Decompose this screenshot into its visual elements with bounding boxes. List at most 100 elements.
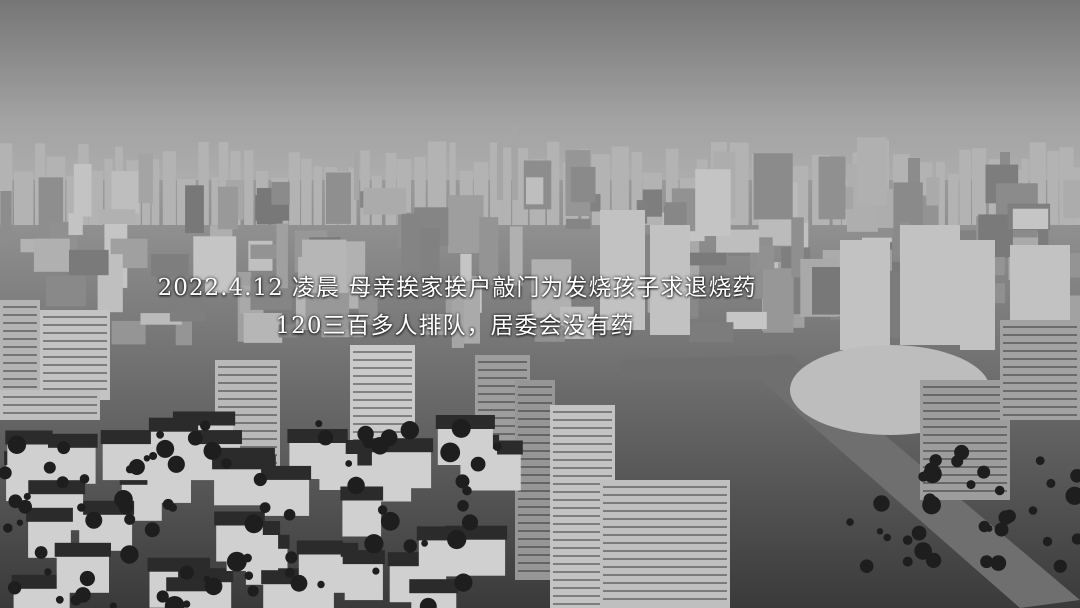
tree [457,500,469,512]
window-row [603,534,727,536]
window-row [353,391,412,393]
window-row [1003,406,1077,408]
tree [56,596,64,604]
window-row [553,459,612,461]
house-roof [343,550,385,564]
mid-building [754,153,793,219]
mid-building [695,169,731,236]
low-rise-house [345,560,383,600]
house-roof [409,579,458,593]
distant-tower [14,172,33,225]
window-row [218,406,277,408]
mid-building [139,153,153,203]
window-row [353,375,412,377]
tree [284,509,296,521]
window-row [603,566,727,568]
mid-building [112,171,140,213]
window-row [603,590,727,592]
caption-line-2: 120三百多人排队，居委会没有药 [0,306,995,340]
tree [951,455,963,467]
mid-building [1070,253,1080,277]
distant-tower [959,150,971,225]
window-row [43,388,107,390]
window-row [353,407,412,409]
tree [1043,537,1052,546]
tree [44,568,51,575]
tree [156,440,174,458]
tree [454,574,472,592]
tree [903,557,913,567]
window-row [518,442,552,444]
mid-building [857,137,887,205]
tree [35,546,48,559]
tree [245,514,264,533]
window-row [43,340,107,342]
window-row [1003,358,1077,360]
low-rise-house [263,476,309,516]
tree [9,494,23,508]
tree [986,525,993,532]
window-row [518,482,552,484]
window-row [603,550,727,552]
tree [248,585,259,596]
tree [243,554,252,563]
tree [991,555,1007,571]
tree [846,518,854,526]
window-row [923,418,1007,420]
window-row [923,386,1007,388]
window-row [518,562,552,564]
tree [180,566,194,580]
window-row [553,475,612,477]
tree [3,523,12,532]
window-row [43,364,107,366]
window-row [3,378,37,380]
window-row [603,518,727,520]
window-row [1003,334,1077,336]
mid-building [526,177,543,204]
tree [364,534,383,553]
tree [188,431,203,446]
tree [77,503,86,512]
tree [80,571,95,586]
tree [221,458,232,469]
mid-building [34,239,70,272]
window-row [478,369,527,371]
window-row [603,542,727,544]
window-row [353,415,412,417]
tree [924,493,937,506]
window-row [353,359,412,361]
tree [169,503,177,511]
tree [85,512,102,529]
tree [126,465,134,473]
distant-tower [163,151,176,225]
window-row [353,399,412,401]
tree [381,429,398,446]
window-row [923,442,1007,444]
window-row [1003,374,1077,376]
window-row [1003,326,1077,328]
tree [285,551,297,563]
window-row [218,398,277,400]
window-row [553,427,612,429]
window-row [518,386,552,388]
tree [860,559,874,573]
tree [156,431,164,439]
window-row [43,380,107,382]
window-row [603,486,727,488]
mid-building [185,185,204,233]
mid-building [687,253,726,266]
house-roof [26,508,73,522]
tree [80,474,90,484]
mid-building [326,173,351,224]
tree [995,486,1005,496]
tree [145,522,160,537]
tree [1036,456,1045,465]
landmark-tower [497,140,503,200]
window-row [3,362,37,364]
house-roof [28,480,85,494]
tree [493,442,502,451]
window-row [478,361,527,363]
window-row [518,498,552,500]
window-row [353,383,412,385]
window-row [603,558,727,560]
